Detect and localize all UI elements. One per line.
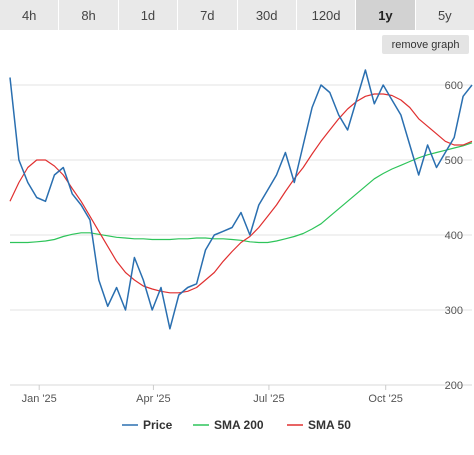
y-tick-label-300: 300 (445, 305, 463, 317)
price-chart: 200 300 400 500 600 Jan '25 Apr '25 Jul '25 Oct … (9, 69, 473, 432)
x-tick-label-Jan-25: Jan '25 (22, 393, 57, 405)
tab-5y[interactable]: 5y (415, 0, 474, 30)
x-tick-label-Oct-25: Oct '25 (368, 393, 403, 405)
tab-8h[interactable]: 8h (59, 0, 119, 30)
tab-4h[interactable]: 4h (0, 0, 60, 30)
tab-30d[interactable]: 30d (237, 0, 297, 30)
x-tick-label-Jul-25: Jul '25 (253, 393, 284, 405)
tab-1d[interactable]: 1d (118, 0, 179, 30)
tab-120d[interactable]: 120d (296, 0, 357, 30)
series-line-price (9, 69, 473, 330)
y-tick-label-500: 500 (445, 155, 463, 167)
remove-graph-button[interactable]: remove graph (382, 35, 469, 54)
legend-label-sma-50: SMA 50 (308, 418, 351, 432)
y-tick-label-600: 600 (445, 80, 463, 92)
legend-label-price: Price (143, 418, 173, 432)
legend-label-sma-200: SMA 200 (214, 418, 264, 432)
tab-1y[interactable]: 1y (356, 0, 416, 30)
series-line-sma-50 (9, 93, 473, 294)
series-line-sma-200 (10, 142, 473, 244)
y-tick-label-400: 400 (445, 230, 463, 242)
y-tick-label-200: 200 (445, 380, 463, 392)
timeframe-tabs: 4h 8h 1d 7d 30d 120d 1y 5y (0, 0, 474, 30)
x-tick-label-Apr-25: Apr '25 (136, 393, 171, 405)
tab-7d[interactable]: 7d (178, 0, 238, 30)
